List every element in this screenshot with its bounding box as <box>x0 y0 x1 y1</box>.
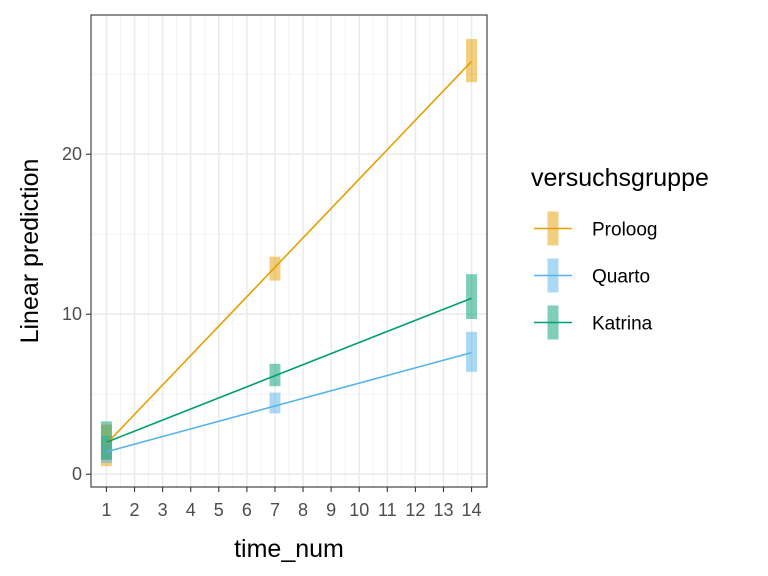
interval-bar-katrina <box>100 421 112 460</box>
x-tick-label: 7 <box>270 500 280 520</box>
y-axis-title: Linear prediction <box>16 159 44 344</box>
plot-marks <box>100 39 478 467</box>
x-axis: 1 2 3 4 5 6 7 8 9 10 11 12 13 14 <box>101 487 482 520</box>
legend-label: Quarto <box>592 267 650 288</box>
x-tick-label: 8 <box>298 500 308 520</box>
y-tick-label: 20 <box>62 144 82 164</box>
x-tick-label: 9 <box>326 500 336 520</box>
x-tick-label: 11 <box>378 500 397 520</box>
interval-bar-quarto <box>466 331 478 372</box>
x-tick-label: 1 <box>101 500 111 520</box>
legend-item-proloog: Proloog <box>534 211 658 246</box>
legend-label: Katrina <box>592 314 653 335</box>
legend-item-quarto: Quarto <box>534 258 650 293</box>
series-line-proloog <box>105 60 473 445</box>
x-tick-label: 10 <box>349 500 369 520</box>
x-tick-label: 3 <box>158 500 168 520</box>
legend: versuchsgruppe Proloog Quarto Katrina <box>531 164 709 340</box>
legend-title: versuchsgruppe <box>531 164 709 192</box>
y-tick-label: 0 <box>72 464 82 484</box>
plot-border <box>90 14 488 488</box>
y-tick-label: 10 <box>62 304 82 324</box>
series-line-katrina <box>106 297 472 443</box>
interval-bar-quarto <box>269 392 281 414</box>
minor-grid <box>91 15 487 487</box>
x-tick-label: 6 <box>242 500 252 520</box>
y-axis: 0 10 20 <box>62 144 91 484</box>
interval-bar-proloog <box>466 39 478 83</box>
x-axis-title: time_num <box>234 535 344 563</box>
x-tick-label: 13 <box>433 500 453 520</box>
interval-bar-proloog <box>269 256 281 281</box>
interval-bar-katrina <box>466 274 478 319</box>
x-tick-label: 12 <box>405 500 425 520</box>
x-tick-label: 4 <box>186 500 196 520</box>
x-tick-label: 2 <box>130 500 140 520</box>
legend-item-katrina: Katrina <box>534 305 653 340</box>
legend-label: Proloog <box>592 220 658 241</box>
x-tick-label: 14 <box>462 500 482 520</box>
series-line-quarto <box>106 351 472 453</box>
x-tick-label: 5 <box>214 500 224 520</box>
